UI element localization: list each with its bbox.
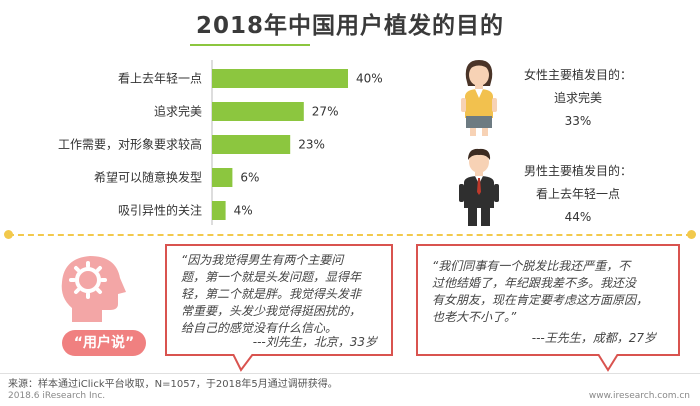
quote-2-line: 也老大不小了。” (432, 310, 517, 324)
quote-2-line: 过他结婚了，年纪跟我差不多。我还没 (432, 276, 637, 290)
female-summary-percent: 33% (564, 114, 592, 128)
female-summary-purpose: 追求完美 (553, 91, 602, 105)
bar-category-label: 工作需要，对形象要求较高 (58, 137, 202, 152)
bar-category-label: 吸引异性的关注 (118, 203, 202, 218)
quote-2-line: “我们同事有一个脱发比我还严重，不 (432, 259, 631, 273)
quote-1-author: ---刘先生，北京，33岁 (252, 335, 377, 349)
female-summary: 女性主要植发目的： 追求完美 33% (508, 64, 648, 133)
bar-value-label: 23% (298, 138, 325, 152)
bar (212, 69, 348, 88)
bar-category-label: 看上去年轻一点 (118, 72, 202, 86)
bar-value-label: 6% (240, 171, 259, 185)
male-user-icon (459, 148, 499, 226)
page-title: 2018年中国用户植发的目的 (195, 13, 504, 39)
copyright: 2018.6 iResearch Inc. (8, 391, 106, 401)
bar (212, 102, 304, 121)
quote-2-tail (598, 354, 619, 372)
bar (212, 168, 233, 187)
user-say-badge: “用户说” (62, 330, 146, 356)
bar (212, 201, 226, 220)
male-summary-purpose: 看上去年轻一点 (535, 187, 620, 201)
bar-value-label: 27% (312, 105, 339, 119)
quote-2-author: ---王先生，成都，27岁 (531, 331, 656, 345)
bar-category-label: 追求完美 (154, 104, 202, 119)
female-user-icon (461, 60, 497, 136)
quote-1-text: “因为我觉得男生有两个主要问 题，第一个就是头发问题，显得年 轻，第二个就是胖。… (181, 252, 361, 337)
section-divider (8, 234, 692, 236)
quote-1-line: 给自己的感觉没有什么信心。 (181, 321, 338, 335)
quote-1-line: 常重要，头发少我觉得挺困扰的， (181, 304, 362, 318)
male-summary-heading: 男性主要植发目的： (523, 164, 632, 178)
source-note: 来源：样本通过iClick平台收取，N=1057，于2018年5月通过调研获得。 (8, 379, 338, 390)
bar-value-label: 40% (356, 72, 383, 86)
quote-1-tail (233, 354, 254, 372)
quote-1-line: 轻，第二个就是胖。我觉得头发非 (181, 287, 362, 301)
bar-value-label: 4% (234, 204, 253, 218)
bar-category-label: 希望可以随意换发型 (94, 170, 202, 185)
purpose-bar-chart: 看上去年轻一点 40% 追求完美 27% 工作需要，对形象要求较高 23% 希望可以随意换发… (58, 60, 383, 225)
website-link[interactable]: www.iresearch.com.cn (588, 391, 690, 401)
male-summary-percent: 44% (564, 210, 592, 224)
quote-1-line: “因为我觉得男生有两个主要问 (181, 253, 344, 267)
quote-box-1: “因为我觉得男生有两个主要问 题，第一个就是头发问题，显得年 轻，第二个就是胖。… (165, 244, 393, 356)
quote-box-2: “我们同事有一个脱发比我还严重，不 过他结婚了，年纪跟我差不多。我还没 有女朋友… (416, 244, 680, 356)
title-underline-left (190, 44, 310, 46)
divider-dot-right (687, 230, 696, 239)
quote-1-line: 题，第一个就是头发问题，显得年 (181, 270, 362, 284)
quote-2-text: “我们同事有一个脱发比我还严重，不 过他结婚了，年纪跟我差不多。我还没 有女朋友… (432, 258, 648, 326)
head-thinking-icon (61, 256, 126, 322)
male-summary: 男性主要植发目的： 看上去年轻一点 44% (508, 160, 648, 229)
female-summary-heading: 女性主要植发目的： (523, 68, 632, 82)
footer-divider (0, 373, 700, 374)
quote-2-line: 有女朋友，现在肯定要考虑这方面原因， (432, 293, 649, 307)
bar (212, 135, 291, 154)
